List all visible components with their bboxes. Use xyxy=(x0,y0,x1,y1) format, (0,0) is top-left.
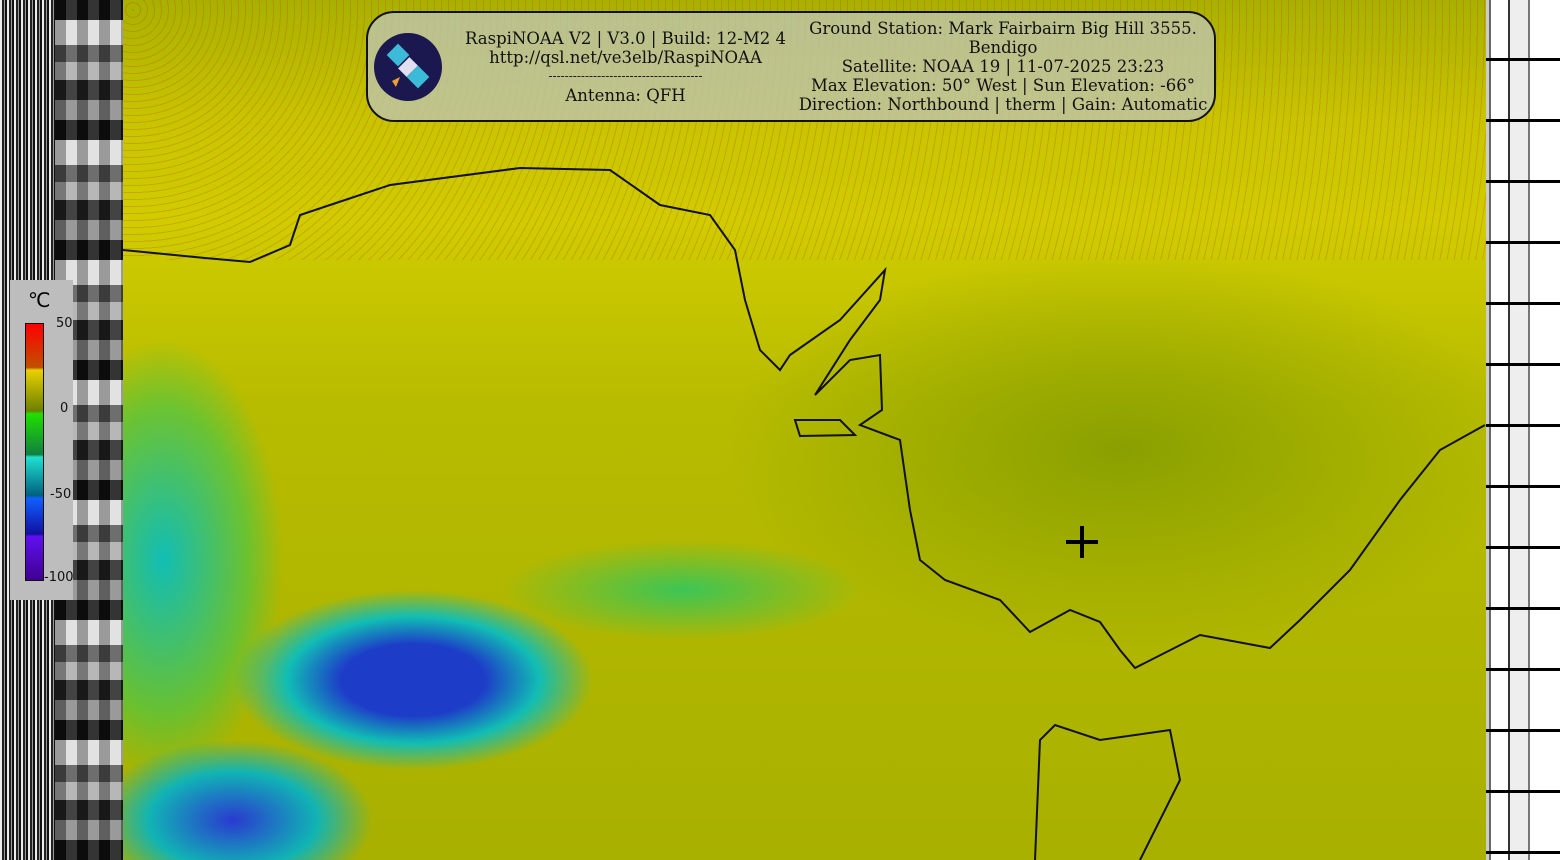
satellite-pass: Satellite: NOAA 19 | 11-07-2025 23:23 xyxy=(841,57,1165,76)
direction: Direction: Northbound | therm | Gain: Au… xyxy=(798,95,1208,114)
kangaroo-island xyxy=(793,419,858,438)
elevation: Max Elevation: 50° West | Sun Elevation:… xyxy=(811,76,1195,95)
legend-tick: -100 xyxy=(44,570,74,585)
tasmania-coastline xyxy=(1034,723,1182,860)
info-banner: RaspiNOAA V2 | V3.0 | Build: 12-M2 4 htt… xyxy=(366,11,1216,122)
legend-tick: 0 xyxy=(60,401,69,416)
ground-station: Ground Station: Mark Fairbairn Big Hill … xyxy=(809,19,1197,38)
temperature-legend: ℃ 50 0 -50 -100 xyxy=(10,280,74,600)
legend-tick: 50 xyxy=(56,316,73,331)
crosshair-icon xyxy=(1066,526,1098,558)
antenna: Antenna: QFH xyxy=(565,86,686,105)
satellite-icon xyxy=(374,33,442,101)
satellite-image xyxy=(123,0,1486,860)
telemetry-strip-right xyxy=(1486,0,1560,860)
project-url: http://qsl.net/ve3elb/RaspiNOAA xyxy=(489,48,762,67)
legend-color-bar xyxy=(25,323,44,581)
software-version: RaspiNOAA V2 | V3.0 | Build: 12-M2 4 xyxy=(464,29,787,48)
divider-text: -------------------------------------- xyxy=(548,69,703,83)
mainland-coastline xyxy=(122,166,1486,670)
legend-tick: -50 xyxy=(50,487,72,502)
location: Bendigo xyxy=(968,38,1038,57)
legend-unit: ℃ xyxy=(28,288,51,312)
